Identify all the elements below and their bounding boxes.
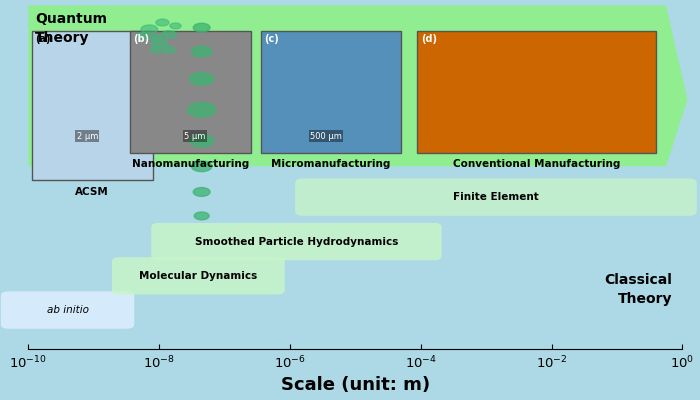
Text: Finite Element: Finite Element: [453, 192, 539, 202]
FancyBboxPatch shape: [112, 257, 285, 294]
Circle shape: [136, 33, 149, 40]
X-axis label: Scale (unit: m): Scale (unit: m): [281, 376, 430, 394]
Text: Classical
Theory: Classical Theory: [605, 273, 673, 306]
Circle shape: [191, 46, 212, 57]
Circle shape: [162, 46, 176, 53]
FancyBboxPatch shape: [295, 178, 696, 216]
Text: 2 μm: 2 μm: [76, 132, 98, 141]
Text: 500 μm: 500 μm: [310, 132, 342, 141]
FancyBboxPatch shape: [417, 31, 656, 152]
Circle shape: [170, 23, 181, 29]
FancyBboxPatch shape: [260, 31, 401, 152]
Text: 5 μm: 5 μm: [184, 132, 206, 141]
FancyBboxPatch shape: [130, 31, 251, 152]
Circle shape: [191, 161, 212, 172]
Circle shape: [188, 102, 216, 117]
Text: (c): (c): [264, 34, 279, 44]
Circle shape: [193, 23, 210, 32]
Circle shape: [150, 47, 162, 53]
Circle shape: [193, 188, 210, 196]
Circle shape: [194, 212, 209, 220]
Circle shape: [150, 35, 162, 41]
Text: Smoothed Particle Hydrodynamics: Smoothed Particle Hydrodynamics: [195, 236, 398, 246]
Text: ACSM: ACSM: [75, 187, 109, 197]
Text: ab initio: ab initio: [47, 305, 89, 315]
Circle shape: [190, 73, 214, 85]
Circle shape: [190, 134, 214, 147]
Circle shape: [162, 30, 176, 38]
Circle shape: [141, 25, 158, 34]
Text: (b): (b): [133, 34, 149, 44]
Text: Conventional Manufacturing: Conventional Manufacturing: [453, 160, 620, 170]
Circle shape: [156, 19, 169, 26]
Text: Molecular Dynamics: Molecular Dynamics: [139, 271, 258, 281]
Text: Quantum
Theory: Quantum Theory: [35, 12, 107, 45]
FancyBboxPatch shape: [1, 292, 134, 329]
FancyBboxPatch shape: [32, 31, 153, 180]
Text: Nanomanufacturing: Nanomanufacturing: [132, 160, 248, 170]
FancyBboxPatch shape: [151, 223, 442, 260]
Circle shape: [150, 39, 167, 48]
Text: (d): (d): [421, 34, 437, 44]
Polygon shape: [28, 5, 687, 166]
Text: Micromanufacturing: Micromanufacturing: [271, 160, 391, 170]
Text: (a): (a): [35, 34, 50, 44]
